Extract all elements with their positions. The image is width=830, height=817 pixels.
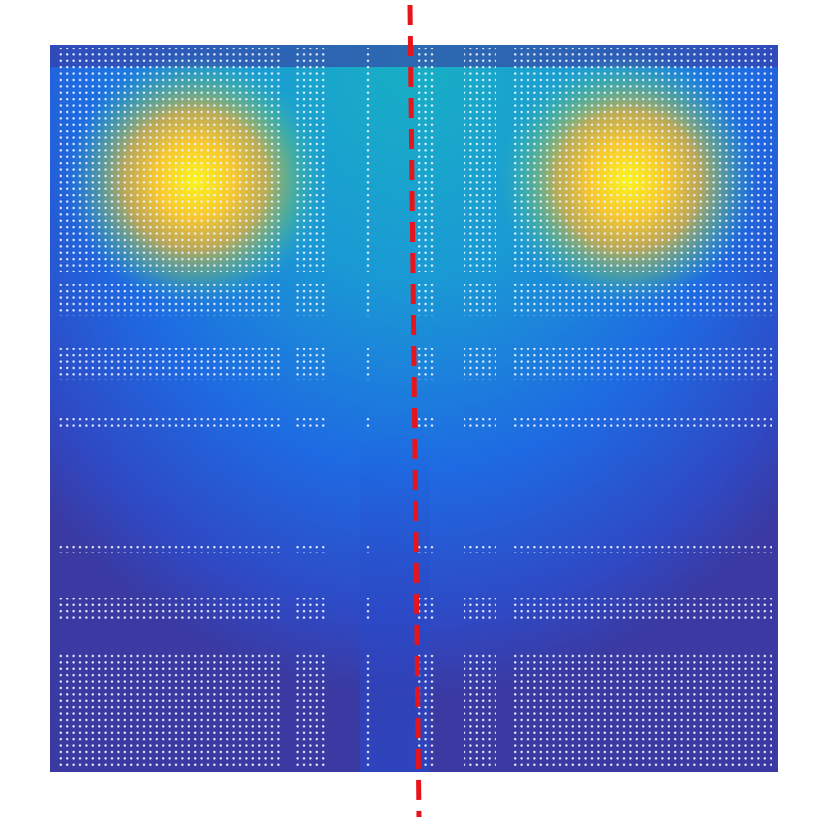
dot-block [418,543,434,553]
dot-block [294,48,326,272]
dot-block [294,348,326,380]
dot-block [364,598,372,622]
dot-block [364,652,372,768]
dot-block [418,48,434,272]
dot-block [418,598,434,622]
dot-block [510,284,772,316]
dot-block [464,543,496,553]
dot-block [510,418,772,428]
dot-block [364,543,372,553]
dot-block [510,543,772,553]
dot-block [464,48,496,272]
dot-block [294,543,326,553]
dot-block [294,418,326,428]
cut-line [407,4,422,817]
dot-block [56,48,282,272]
dot-block [56,543,282,553]
dot-block [364,48,372,272]
dot-block [464,348,496,380]
dot-block [418,284,434,316]
dot-block [510,598,772,622]
dot-block [56,418,282,428]
dot-block [510,48,772,272]
dot-grid [56,48,772,768]
dot-block [56,284,282,316]
dot-block [418,418,434,428]
dot-block [56,652,282,768]
dot-block [364,348,372,380]
dot-block [464,598,496,622]
dot-block [464,284,496,316]
dot-block [294,284,326,316]
dot-block [510,348,772,380]
dot-block [294,598,326,622]
dot-block [364,418,372,428]
dot-block [56,598,282,622]
dot-block [56,348,282,380]
dot-block [364,284,372,316]
dot-block [464,418,496,428]
dot-block [464,652,496,768]
dot-block [510,652,772,768]
dot-block [418,348,434,380]
dot-block [418,652,434,768]
dot-block [294,652,326,768]
